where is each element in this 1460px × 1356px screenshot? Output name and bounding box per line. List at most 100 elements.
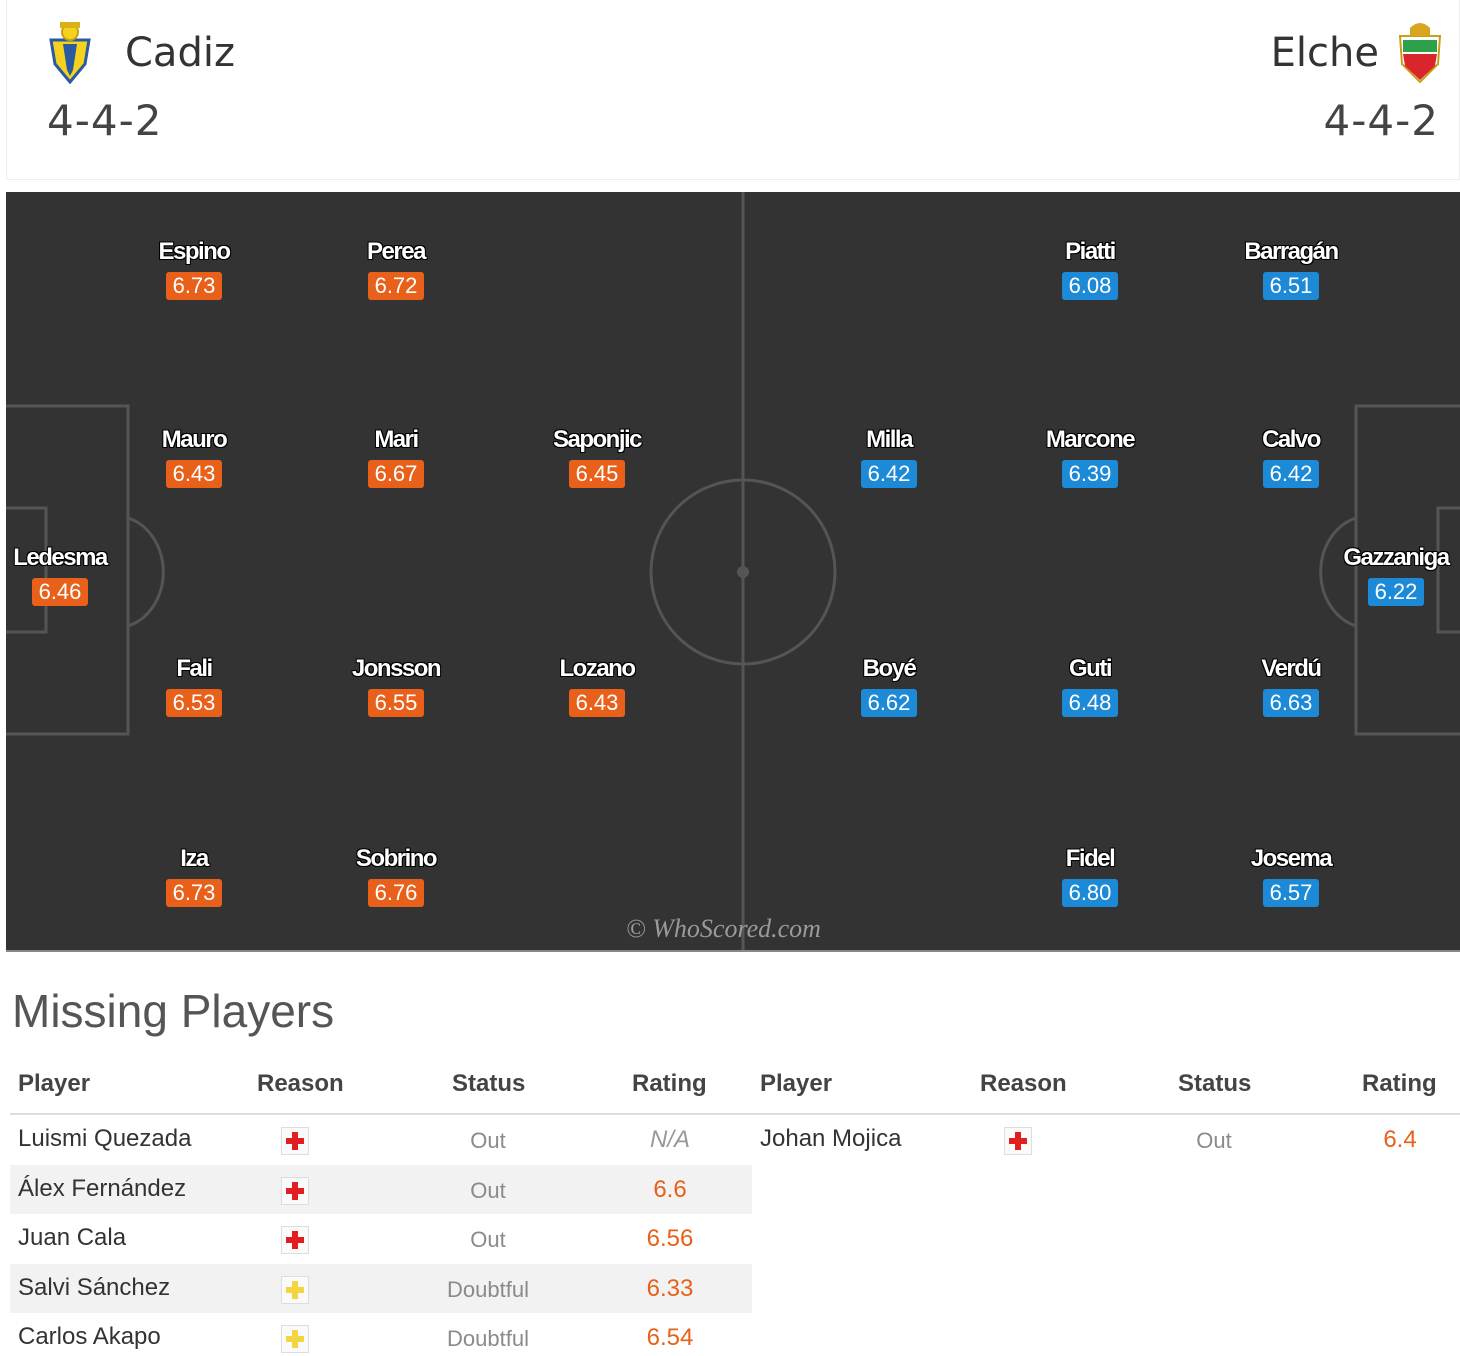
missing-status: Out: [470, 1128, 506, 1153]
home-player[interactable]: Jonsson 6.55: [336, 655, 456, 717]
column-player[interactable]: Player: [760, 1070, 833, 1097]
missing-player-name[interactable]: Carlos Akapo: [18, 1323, 161, 1350]
match-header: Cadiz 4-4-2 Elche 4-4-2: [6, 0, 1460, 180]
away-formation: 4-4-2: [1323, 96, 1439, 145]
home-player[interactable]: Perea 6.72: [336, 238, 456, 300]
table-header: Player Reason Status Rating: [10, 1060, 752, 1115]
home-player[interactable]: Mari 6.67: [336, 426, 456, 488]
player-name: Mari: [374, 426, 419, 453]
player-name: Gazzaniga: [1343, 544, 1450, 571]
home-player[interactable]: Iza 6.73: [134, 845, 254, 907]
away-player[interactable]: Gazzaniga 6.22: [1336, 544, 1456, 606]
missing-status: Out: [1196, 1128, 1232, 1153]
player-name: Mauro: [161, 426, 228, 453]
player-name: Guti: [1069, 655, 1113, 682]
away-player[interactable]: Calvo 6.42: [1231, 426, 1351, 488]
player-name: Sobrino: [355, 845, 438, 872]
player-name: Boyé: [862, 655, 917, 682]
pitch-markings: [6, 192, 1460, 950]
player-rating: 6.62: [861, 689, 917, 717]
player-rating: 6.51: [1263, 272, 1319, 300]
player-rating: 6.42: [861, 460, 917, 488]
player-rating: 6.72: [368, 272, 424, 300]
table-row: Carlos Akapo Doubtful 6.54: [10, 1313, 752, 1356]
column-reason[interactable]: Reason: [980, 1070, 1067, 1097]
away-player[interactable]: Verdú 6.63: [1231, 655, 1351, 717]
home-player[interactable]: Fali 6.53: [134, 655, 254, 717]
missing-rating: N/A: [649, 1126, 690, 1153]
watermark: © WhoScored.com: [626, 914, 821, 943]
home-player[interactable]: Sobrino 6.76: [336, 845, 456, 907]
missing-player-name[interactable]: Salvi Sánchez: [18, 1273, 171, 1301]
column-status[interactable]: Status: [452, 1070, 526, 1097]
player-name: Josema: [1250, 845, 1333, 872]
player-rating: 6.43: [166, 460, 222, 488]
injury-red-cross-icon: [281, 1176, 309, 1205]
away-player[interactable]: Barragán 6.51: [1231, 238, 1351, 300]
missing-status: Doubtful: [447, 1276, 529, 1302]
player-rating: 6.63: [1263, 689, 1319, 717]
away-missing-table: Player Reason Status Rating Johan Mojica…: [752, 1060, 1460, 1165]
missing-rating: 6.56: [646, 1225, 694, 1252]
player-name: Marcone: [1045, 426, 1136, 453]
home-formation: 4-4-2: [47, 96, 163, 145]
doubtful-yellow-cross-icon: [281, 1325, 309, 1353]
player-rating: 6.22: [1368, 578, 1424, 606]
missing-rating: 6.33: [646, 1274, 694, 1302]
player-name: Lozano: [559, 655, 637, 682]
doubtful-yellow-cross-icon: [281, 1275, 309, 1304]
player-rating: 6.57: [1263, 879, 1319, 907]
away-player[interactable]: Boyé 6.62: [829, 655, 949, 717]
injury-red-cross-icon: [281, 1226, 309, 1254]
player-rating: 6.48: [1062, 689, 1118, 717]
missing-player-name[interactable]: Luismi Quezada: [18, 1125, 192, 1152]
column-rating[interactable]: Rating: [632, 1070, 707, 1097]
player-rating: 6.76: [368, 879, 424, 907]
missing-status: Doubtful: [447, 1326, 529, 1351]
injury-red-cross-icon: [1004, 1127, 1032, 1155]
missing-player-name[interactable]: Juan Cala: [18, 1224, 127, 1251]
injury-red-cross-icon: [281, 1127, 309, 1155]
missing-rating: 6.6: [653, 1175, 687, 1203]
player-rating: 6.42: [1263, 460, 1319, 488]
column-rating[interactable]: Rating: [1362, 1070, 1437, 1097]
table-row: Juan Cala Out 6.56: [10, 1214, 752, 1264]
player-rating: 6.67: [368, 460, 424, 488]
player-name: Jonsson: [351, 655, 442, 682]
missing-rating: 6.4: [1383, 1126, 1417, 1153]
player-name: Espino: [158, 238, 231, 265]
column-status[interactable]: Status: [1178, 1070, 1252, 1097]
away-team-name[interactable]: Elche: [1270, 30, 1379, 76]
missing-player-name[interactable]: Johan Mojica: [760, 1125, 902, 1152]
player-rating: 6.80: [1062, 879, 1118, 907]
player-rating: 6.43: [569, 689, 625, 717]
player-name: Fidel: [1065, 845, 1116, 872]
player-name: Milla: [866, 426, 913, 453]
away-player[interactable]: Milla 6.42: [829, 426, 949, 488]
home-player[interactable]: Ledesma 6.46: [6, 544, 120, 606]
missing-player-name[interactable]: Álex Fernández: [18, 1174, 187, 1202]
player-name: Perea: [367, 238, 426, 265]
away-player[interactable]: Piatti 6.08: [1030, 238, 1150, 300]
player-name: Iza: [180, 845, 209, 872]
missing-status: Out: [470, 1227, 506, 1252]
missing-rating: 6.54: [646, 1324, 694, 1351]
table-row: Luismi Quezada Out N/A: [10, 1115, 752, 1165]
column-reason[interactable]: Reason: [257, 1070, 344, 1097]
missing-players-title: Missing Players: [12, 985, 335, 1037]
home-player[interactable]: Mauro 6.43: [134, 426, 254, 488]
home-player[interactable]: Lozano 6.43: [537, 655, 657, 717]
away-player[interactable]: Josema 6.57: [1231, 845, 1351, 907]
away-player[interactable]: Marcone 6.39: [1030, 426, 1150, 488]
home-player[interactable]: Espino 6.73: [134, 238, 254, 300]
player-name: Barragán: [1244, 238, 1339, 265]
home-team-name[interactable]: Cadiz: [125, 30, 235, 76]
lineup-pitch: Ledesma 6.46 Espino 6.73 Mauro 6.43 Fali…: [6, 192, 1460, 952]
column-player[interactable]: Player: [18, 1070, 91, 1097]
player-rating: 6.73: [166, 272, 222, 300]
player-rating: 6.53: [166, 689, 222, 717]
away-player[interactable]: Guti 6.48: [1030, 655, 1150, 717]
player-rating: 6.73: [166, 879, 222, 907]
away-player[interactable]: Fidel 6.80: [1030, 845, 1150, 907]
home-player[interactable]: Saponjic 6.45: [537, 426, 657, 488]
